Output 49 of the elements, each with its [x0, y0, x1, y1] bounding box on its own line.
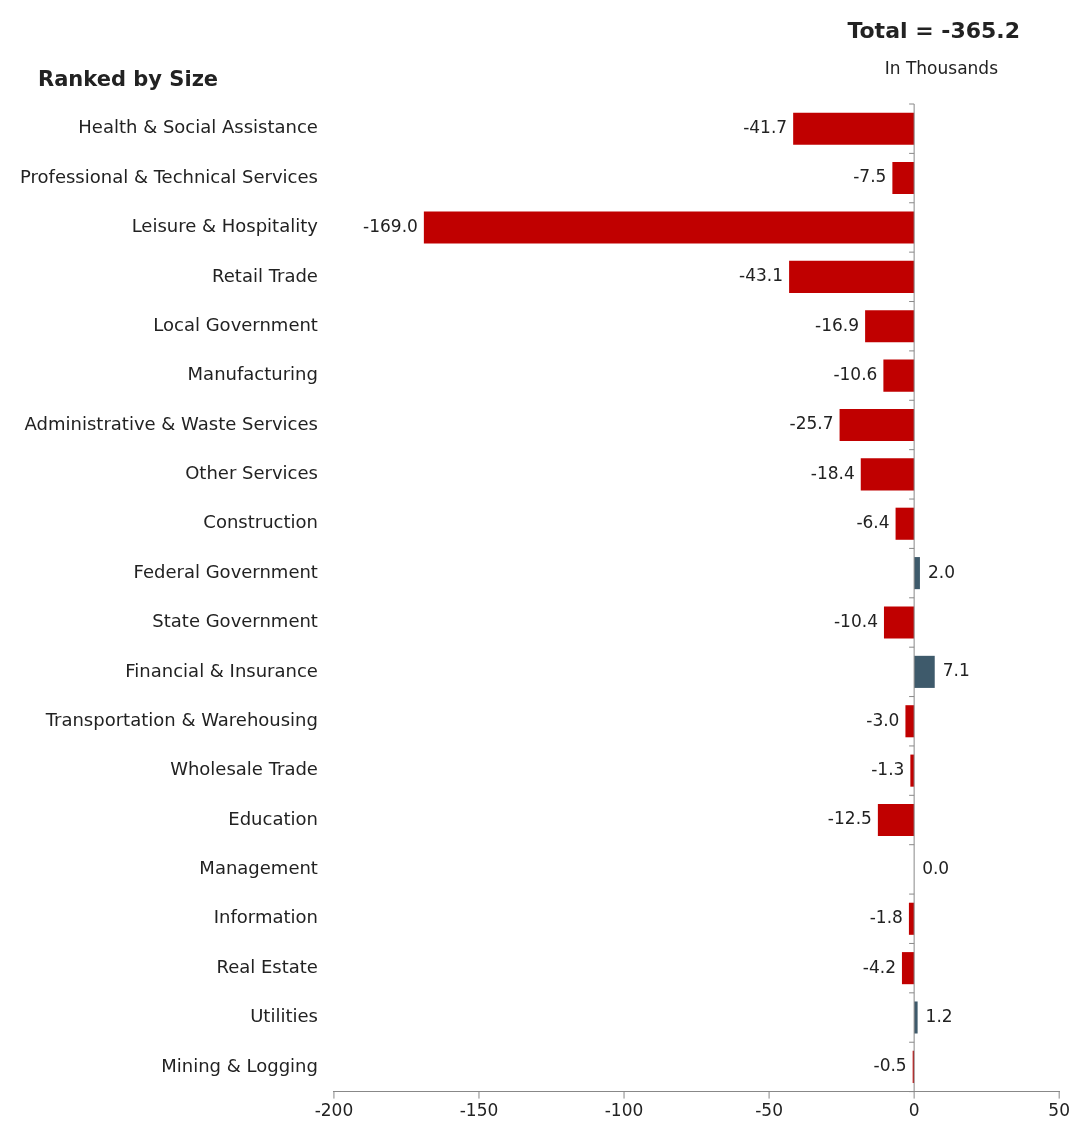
text: Ranked by Size: [38, 67, 219, 91]
y-tick-label: Mining & Logging: [161, 1054, 318, 1076]
data-label: -6.4: [856, 512, 890, 533]
y-tick-label: Retail Trade: [212, 264, 318, 286]
data-label: -7.5: [853, 166, 887, 187]
data-label: -4.2: [862, 956, 896, 977]
y-tick-label: Manufacturing: [187, 363, 318, 385]
y-tick-label: Education: [228, 807, 318, 829]
data-label: -0.5: [873, 1055, 907, 1076]
y-tick-label: Utilities: [250, 1005, 318, 1027]
y-tick-label: Health & Social Assistance: [78, 116, 318, 138]
x-tick-label: 50: [1048, 1100, 1070, 1121]
data-label: 2.0: [927, 561, 955, 582]
y-tick-label: Management: [199, 857, 318, 879]
data-label: -1.8: [869, 907, 903, 928]
data-label: -10.4: [833, 610, 878, 631]
y-tick-label: Information: [213, 906, 318, 928]
data-label: -1.3: [871, 759, 905, 780]
data-label: -16.9: [815, 314, 860, 335]
y-tick-label: Other Services: [185, 462, 318, 484]
data-label: -10.6: [833, 364, 878, 385]
chart-subtitle: Total = -365.2: [847, 18, 1020, 43]
y-tick-label: Wholesale Trade: [170, 758, 318, 780]
x-tick-label: -100: [604, 1100, 644, 1121]
data-label: 1.2: [925, 1005, 953, 1026]
x-tick-label: -50: [755, 1100, 783, 1121]
y-tick-label: Leisure & Hospitality: [131, 215, 319, 237]
data-label: -18.4: [810, 462, 855, 483]
x-tick-label: 0: [908, 1100, 920, 1121]
data-label: -41.7: [743, 117, 788, 138]
y-tick-label: Local Government: [153, 313, 318, 335]
y-tick-label: Administrative & Waste Services: [24, 412, 318, 434]
data-label: 7.1: [942, 660, 970, 681]
data-label: 0.0: [922, 857, 950, 878]
y-tick-label: Transportation & Warehousing: [44, 708, 318, 730]
y-tick-label: Construction: [203, 511, 318, 533]
y-tick-label: Real Estate: [216, 955, 318, 977]
data-label: -12.5: [827, 808, 872, 829]
data-label: -43.1: [739, 265, 784, 286]
data-label: -25.7: [789, 413, 834, 434]
y-tick-label: State Government: [152, 610, 318, 632]
y-tick-label: Federal Government: [133, 560, 318, 582]
y-tick-label: Financial & Insurance: [125, 659, 318, 681]
x-tick-label: -200: [314, 1100, 354, 1121]
x-tick-label: -150: [459, 1100, 499, 1121]
text: In Thousands: [884, 58, 999, 78]
data-label: -3.0: [866, 709, 900, 730]
y-tick-label: Professional & Technical Services: [19, 165, 318, 187]
data-label: -169.0: [363, 215, 418, 236]
